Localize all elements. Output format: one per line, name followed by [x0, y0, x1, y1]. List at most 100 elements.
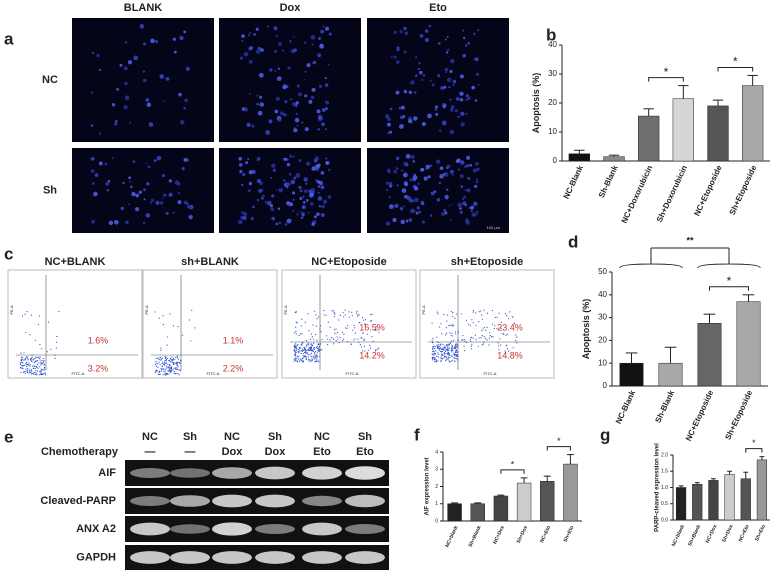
event	[500, 327, 502, 329]
event	[445, 355, 447, 357]
event	[164, 362, 166, 365]
event	[315, 325, 317, 327]
event	[27, 370, 29, 372]
event	[44, 366, 46, 369]
event	[446, 332, 448, 334]
event	[375, 325, 377, 328]
nucleus	[460, 185, 463, 188]
nucleus	[149, 201, 153, 204]
nucleus	[442, 172, 446, 176]
x-tick-label: Sh+Eto	[563, 525, 576, 543]
panel-label: f	[414, 425, 420, 444]
event	[164, 361, 166, 363]
nucleus	[310, 35, 316, 40]
x-tick-label: NC-Blank	[562, 163, 586, 200]
nucleus	[251, 124, 255, 128]
event	[28, 372, 30, 374]
event	[334, 313, 336, 315]
event	[443, 313, 445, 316]
event	[161, 365, 163, 367]
nucleus	[296, 84, 300, 88]
nucleus	[404, 182, 409, 187]
event	[350, 343, 352, 346]
event	[482, 328, 484, 330]
significance-bracket	[709, 286, 749, 291]
bar	[658, 362, 683, 387]
event	[445, 348, 447, 350]
nucleus	[288, 173, 292, 176]
event	[21, 357, 24, 359]
nucleus	[404, 31, 409, 36]
nucleus	[388, 195, 391, 199]
event	[24, 357, 27, 359]
nucleus	[475, 161, 479, 166]
y-tick-label: 2.0	[661, 452, 668, 458]
band	[212, 522, 252, 536]
nucleus	[413, 116, 418, 121]
bar	[540, 481, 555, 522]
nucleus	[328, 32, 332, 36]
event	[453, 356, 455, 359]
event	[484, 338, 487, 340]
nucleus	[451, 173, 454, 176]
event	[164, 368, 166, 370]
protein-label: GAPDH	[76, 551, 116, 563]
significance: *	[727, 274, 732, 288]
event	[298, 346, 301, 348]
event	[448, 352, 450, 354]
nucleus	[302, 195, 305, 198]
nucleus	[290, 179, 296, 185]
bar	[697, 323, 722, 387]
event	[320, 349, 322, 351]
upper-percent: 23.4%	[497, 322, 523, 332]
event	[444, 334, 447, 336]
event	[507, 350, 510, 352]
nucleus	[92, 193, 95, 196]
event	[160, 359, 162, 361]
y-tick-label: 1.0	[661, 485, 668, 491]
event	[504, 313, 506, 315]
y-tick-label: 0.0	[661, 517, 668, 523]
nucleus	[445, 51, 449, 54]
event	[296, 355, 298, 357]
event	[40, 364, 42, 366]
event	[26, 363, 29, 366]
event	[441, 333, 443, 335]
event	[448, 349, 450, 351]
nucleus	[116, 88, 119, 91]
event	[188, 319, 191, 321]
event	[165, 365, 167, 367]
event	[475, 312, 477, 314]
event	[164, 370, 166, 372]
event	[294, 357, 296, 359]
event	[449, 361, 451, 363]
event	[23, 352, 25, 354]
event	[441, 355, 443, 357]
event	[309, 338, 312, 340]
event	[176, 368, 179, 371]
nucleus	[395, 167, 399, 170]
treatment: —	[145, 446, 156, 458]
nucleus	[417, 68, 420, 71]
nucleus	[129, 180, 132, 183]
event	[310, 355, 312, 358]
event	[21, 358, 23, 360]
nucleus	[450, 204, 453, 206]
event	[436, 355, 438, 357]
nucleus	[327, 63, 330, 66]
event	[345, 327, 347, 329]
event	[443, 357, 445, 359]
event	[316, 352, 318, 354]
event	[445, 356, 448, 359]
nucleus	[296, 124, 299, 127]
event	[160, 358, 162, 360]
nucleus	[474, 99, 478, 102]
nucleus	[427, 175, 431, 179]
event	[300, 333, 302, 335]
x-tick-label: Sh+Blank	[687, 524, 702, 548]
nucleus	[186, 202, 189, 205]
event	[162, 361, 164, 363]
nucleus	[274, 70, 277, 72]
nucleus	[467, 41, 470, 45]
event	[453, 354, 456, 356]
